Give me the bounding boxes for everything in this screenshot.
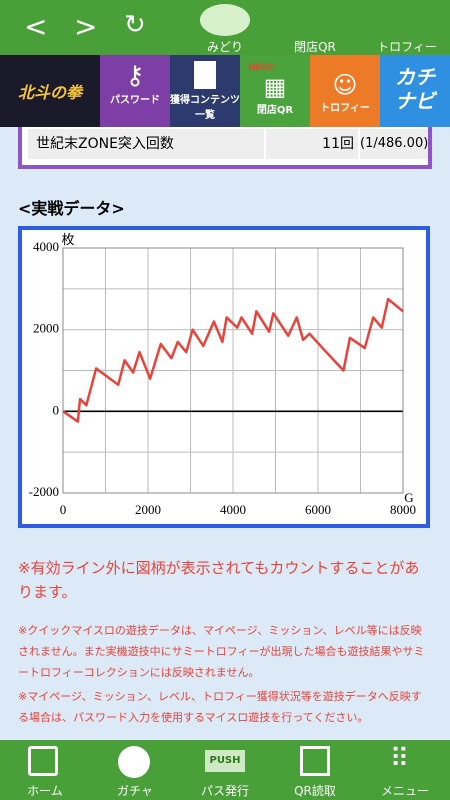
section-title: <実戦データ> — [18, 199, 125, 218]
x-tick-label: 6000 — [305, 502, 331, 517]
logo-text: ナビ — [395, 89, 435, 113]
nav-menu[interactable]: メニュー — [360, 782, 450, 799]
tile-label: 一覧 — [195, 110, 215, 121]
y-tick-label: -2000 — [29, 484, 59, 499]
nav-label: QR読取 — [294, 784, 336, 798]
new-badge: NEW! — [248, 63, 276, 73]
plot-border — [62, 247, 404, 494]
bottom-nav: ホーム ガチャ PUSH パス発行 QR読取 メニュー ⠿ — [0, 740, 450, 800]
logo-text: 北斗の拳 — [17, 83, 82, 102]
chart-frame: 0 2000 4000 6000 8000 -2000 0 2000 4000 枚 G — [18, 226, 430, 528]
table-cell: 世紀末ZONE突入回数 — [28, 129, 264, 159]
x-tick-label: 8000 — [390, 502, 416, 517]
x-tick-label: 4000 — [220, 502, 246, 517]
y-tick-label: 0 — [53, 402, 60, 417]
password-tile[interactable]: ⚷ パスワード — [100, 55, 170, 127]
menu-icon: ⠿ — [390, 744, 410, 774]
banner: 北斗の拳 ⚷ パスワード 獲得コンテンツ 一覧 NEW! ▦ 閉店QR ☺ トロフィー カ… — [0, 55, 450, 127]
nav-home[interactable]: ホーム — [0, 782, 90, 799]
table-cell: 11回 — [266, 129, 358, 159]
tile-label: パスワード — [110, 95, 160, 106]
data-table: 世紀末ZONE突入回数 11回 (1/486.00) — [18, 127, 432, 169]
forward-button[interactable]: > — [74, 10, 98, 43]
midori-link[interactable]: みどり — [206, 40, 243, 54]
header: < > ↻ みどり 閉店QR トロフィー — [0, 0, 450, 55]
trophy-tile[interactable]: ☺ トロフィー — [310, 55, 380, 127]
logo-left[interactable]: 北斗の拳 — [0, 55, 100, 127]
gacha-icon — [118, 746, 150, 778]
nav-qr[interactable]: QR読取 — [270, 782, 360, 799]
nav-pass[interactable]: パス発行 — [180, 782, 270, 799]
x-tick-label: 0 — [60, 502, 67, 517]
y-tick-label: 4000 — [33, 239, 59, 254]
nav-label: パス発行 — [200, 784, 249, 798]
note: ※クイックマイスロの遊技データは、マイページ、ミッション、レベル等には反映されま… — [18, 624, 425, 679]
trophy-icon: ☺ — [332, 71, 358, 99]
trophy-link[interactable]: トロフィー — [377, 40, 437, 54]
back-button[interactable]: < — [24, 10, 48, 43]
qr-icon — [300, 746, 330, 776]
tile-label: トロフィー — [320, 103, 370, 114]
closing-qr-link[interactable]: 閉店QR — [294, 40, 336, 54]
key-icon: ⚷ — [125, 61, 145, 91]
note: ※有効ライン外に図柄が表示されてもカウントすることがあります。 — [18, 559, 420, 601]
x-tick-label: 2000 — [135, 502, 161, 517]
qr-icon: ▦ — [263, 73, 287, 101]
x-unit: G — [404, 490, 413, 505]
home-icon — [28, 746, 58, 776]
reload-button[interactable]: ↻ — [124, 10, 146, 40]
y-tick-label: 2000 — [33, 321, 59, 336]
tile-label: 獲得コンテンツ — [170, 95, 240, 106]
contents-tile[interactable]: 獲得コンテンツ 一覧 — [170, 55, 240, 127]
nav-gacha[interactable]: ガチャ — [90, 782, 180, 799]
tile-label: 閉店QR — [256, 105, 294, 116]
list-icon — [194, 61, 216, 89]
nav-label: ガチャ — [117, 784, 153, 798]
logo-right[interactable]: カチ ナビ — [380, 55, 450, 127]
nav-label: メニュー — [380, 784, 429, 798]
nav-label: ホーム — [27, 784, 63, 798]
note: ※マイページ、ミッション、レベル、トロフィー獲得状況等を遊技データへ反映する場合… — [18, 690, 422, 724]
y-unit: 枚 — [61, 232, 74, 247]
logo-text: カチ — [395, 65, 435, 89]
table-cell: (1/486.00) — [360, 129, 428, 159]
midori-icon — [200, 4, 250, 36]
data-line — [62, 297, 404, 423]
closing-qr-tile[interactable]: NEW! ▦ 閉店QR — [240, 55, 310, 127]
push-icon: PUSH — [205, 750, 245, 772]
